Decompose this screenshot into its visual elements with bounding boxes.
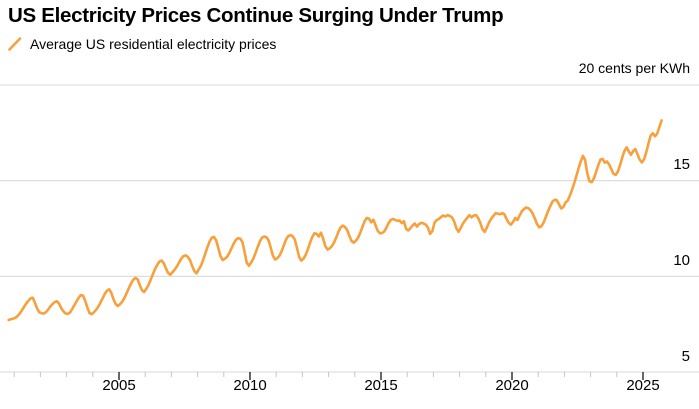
gridlines [0,84,699,373]
legend-label: Average US residential electricity price… [30,36,277,52]
y-axis-unit-label: 20 cents per KWh [578,60,690,76]
orange-slash-icon [8,37,22,51]
chart-title: US Electricity Prices Continue Surging U… [8,4,504,27]
y-axis-label-5: 5 [681,348,690,365]
y-axis-label-10: 10 [673,252,690,269]
price-line-series [7,119,663,322]
x-axis-label-2005: 2005 [102,377,136,394]
x-axis-label-2020: 2020 [495,377,529,394]
x-axis-ticks [13,372,644,380]
x-axis-label-2025: 2025 [626,377,660,394]
x-axis-label-2010: 2010 [233,377,267,394]
legend: Average US residential electricity price… [7,36,276,52]
y-axis-label-15: 15 [673,156,690,173]
x-axis-label-2015: 2015 [364,377,398,394]
